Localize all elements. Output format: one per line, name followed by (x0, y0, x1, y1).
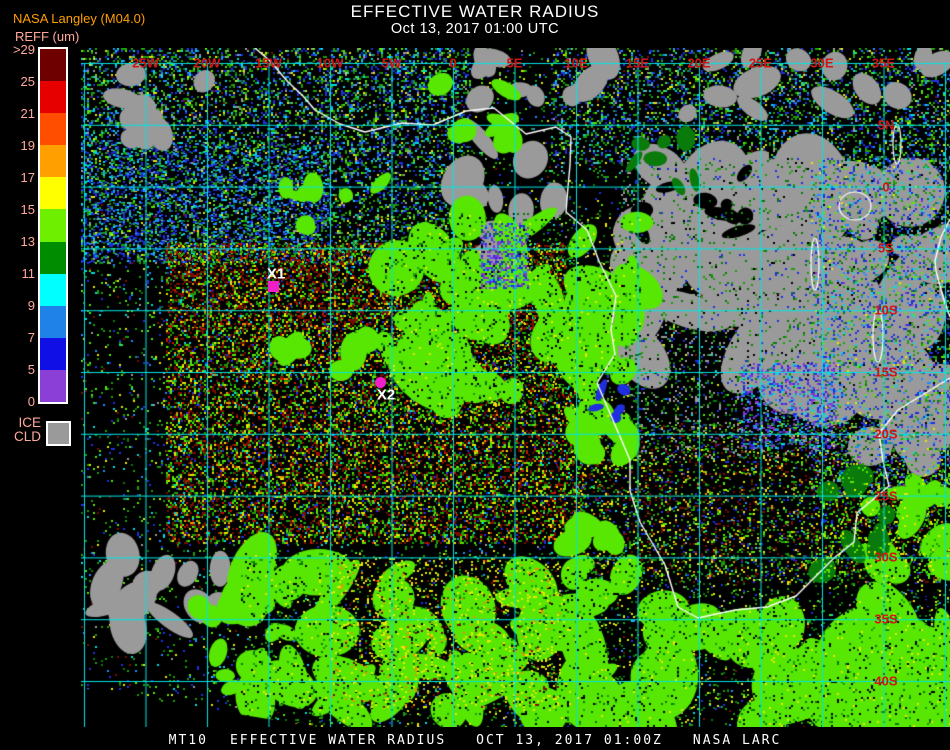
marker-x1-symbol (268, 281, 279, 292)
footer-bar: MT10 EFFECTIVE WATER RADIUS OCT 13, 2017 0… (0, 733, 950, 748)
legend-segment (40, 145, 66, 178)
longitude-label: 15W (255, 55, 282, 71)
latitude-label: 20S (874, 426, 898, 442)
page-title: EFFECTIVE WATER RADIUS (350, 2, 600, 21)
legend-segment (40, 337, 66, 370)
legend-tick-label: 13 (20, 234, 35, 250)
legend-tick-label: 0 (27, 394, 35, 410)
page-subtitle: Oct 13, 2017 01:00 UTC (390, 21, 560, 37)
legend-segment (40, 241, 66, 274)
latitude-label: 5S (878, 240, 894, 256)
longitude-label: 5W (381, 55, 402, 71)
legend-segment (40, 113, 66, 146)
longitude-label: 0 (449, 55, 457, 71)
legend-segment (40, 273, 66, 306)
marker-x2-label: X2 (376, 386, 396, 404)
ice-cld-swatch (46, 421, 71, 446)
legend-tick-label: 7 (27, 330, 35, 346)
longitude-label: 25W (132, 55, 159, 71)
legend-segment (40, 81, 66, 114)
legend-segment (40, 209, 66, 242)
marker-x1-label: X1 (266, 265, 286, 283)
legend-tick-label: >29 (12, 41, 35, 57)
ice-cld-label-line2: CLD (13, 429, 41, 444)
longitude-label: 15E (625, 55, 650, 71)
reff-colorbar (38, 47, 68, 404)
legend-segment (40, 369, 66, 403)
legend-tick-label: 17 (20, 169, 35, 185)
longitude-label: 35E (871, 55, 896, 71)
legend-tick-label: 25 (20, 73, 35, 89)
latitude-label: 40S (874, 673, 898, 689)
legend-segment (40, 177, 66, 210)
latitude-label: 30S (874, 549, 898, 565)
latitude-label: 25S (874, 488, 898, 504)
footer-agency: NASA LARC (692, 733, 782, 748)
latitude-label: 35S (874, 611, 898, 627)
longitude-label: 20W (193, 55, 221, 71)
ice-cld-label-line1: ICE (18, 415, 41, 430)
footer-product: EFFECTIVE WATER RADIUS (229, 733, 447, 748)
longitude-label: 25E (748, 55, 773, 71)
longitude-label: 10E (564, 55, 588, 71)
latitude-label: 5N (877, 117, 895, 133)
legend-segment (40, 49, 66, 82)
latitude-label: 0 (882, 179, 890, 195)
legend-tick-label: 11 (21, 266, 36, 282)
footer-satellite: MT10 (168, 733, 208, 748)
legend-tick-label: 5 (27, 362, 35, 378)
source-label: NASA Langley (M04.0) (13, 11, 146, 26)
latitude-label: 15S (874, 364, 898, 380)
legend-tick-label: 21 (20, 105, 35, 121)
footer-timestamp: OCT 13, 2017 01:00Z (476, 733, 663, 748)
legend-tick-label: 15 (20, 201, 35, 217)
marker-x2-symbol (375, 377, 386, 388)
longitude-label: 30E (810, 55, 834, 71)
longitude-label: 5E (506, 55, 523, 71)
longitude-label: 20E (687, 55, 711, 71)
legend-tick-label: 9 (27, 298, 35, 314)
satellite-map-canvas (81, 48, 950, 727)
legend-title: REFF (um) (15, 29, 80, 44)
legend-segment (40, 305, 66, 338)
latitude-label: 10S (874, 302, 898, 318)
longitude-label: 10W (316, 55, 344, 71)
legend-tick-label: 19 (20, 137, 35, 153)
